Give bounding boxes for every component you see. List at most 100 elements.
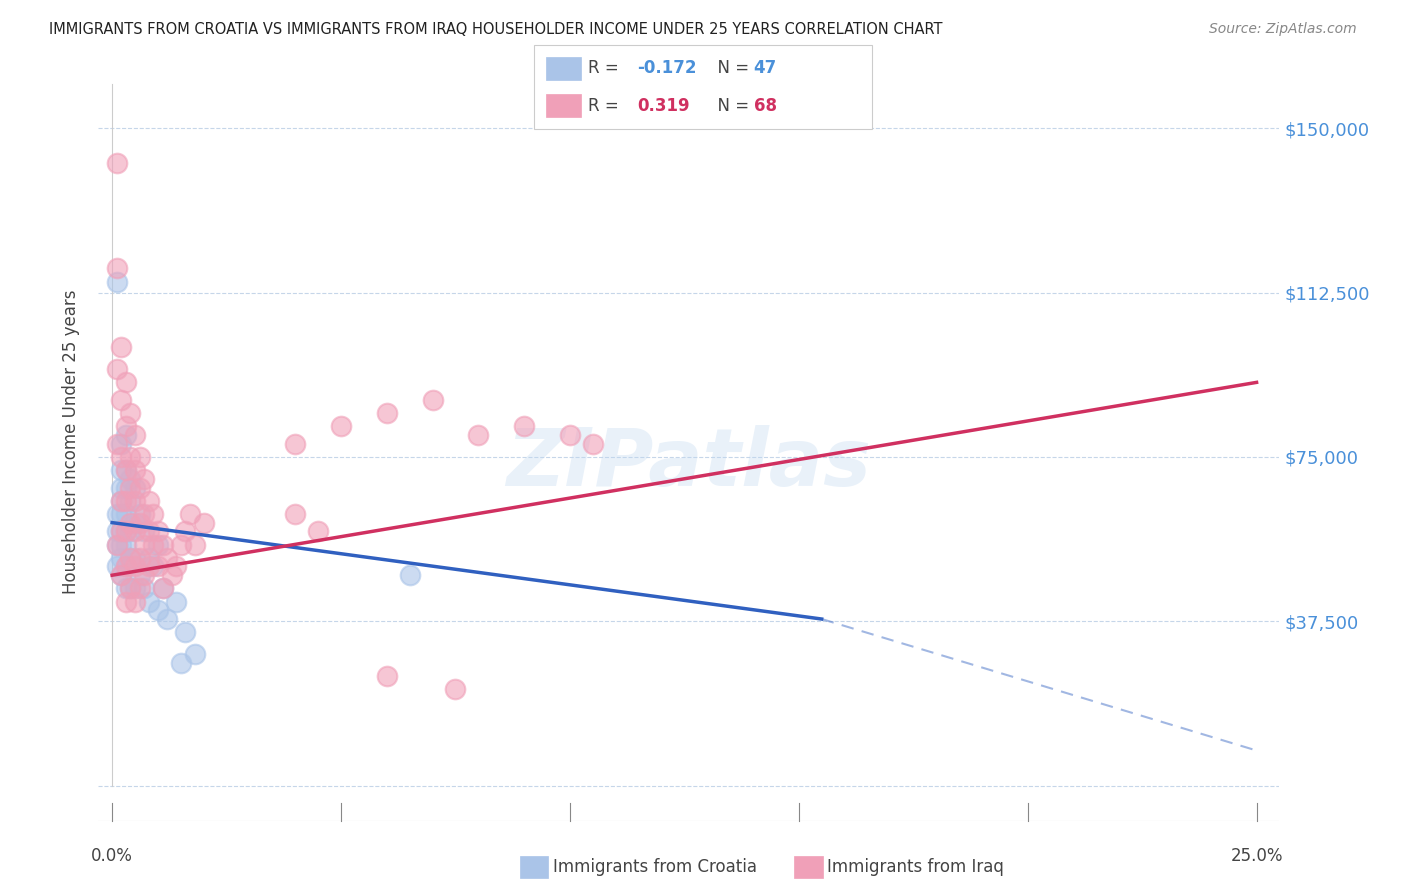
Point: [120, 481, 142, 495]
Point: [110, 507, 132, 521]
Point: [284, 436, 307, 450]
Point: [110, 568, 132, 582]
Point: [105, 261, 128, 276]
Point: [134, 507, 156, 521]
Text: Immigrants from Iraq: Immigrants from Iraq: [827, 858, 1004, 876]
Point: [115, 428, 138, 442]
Point: [183, 647, 205, 661]
Point: [105, 537, 128, 551]
Point: [152, 582, 174, 596]
Point: [105, 156, 128, 170]
Point: [105, 275, 128, 289]
Point: [513, 419, 536, 434]
Text: N =: N =: [707, 96, 755, 114]
Point: [124, 516, 146, 530]
Point: [110, 524, 132, 539]
Point: [375, 406, 398, 420]
Point: [444, 682, 467, 697]
Point: [422, 392, 444, 407]
Point: [120, 550, 142, 565]
Point: [134, 524, 156, 539]
Point: [115, 582, 138, 596]
Point: [174, 625, 197, 640]
Point: [120, 550, 142, 565]
Point: [375, 669, 398, 683]
Point: [124, 493, 146, 508]
Point: [110, 481, 132, 495]
Point: [115, 463, 138, 477]
Text: 68: 68: [754, 96, 776, 114]
Text: Immigrants from Croatia: Immigrants from Croatia: [553, 858, 756, 876]
Point: [398, 568, 420, 582]
Point: [110, 463, 132, 477]
Point: [120, 524, 142, 539]
Point: [110, 524, 132, 539]
Point: [160, 568, 183, 582]
Point: [115, 559, 138, 574]
Point: [128, 516, 150, 530]
Point: [110, 493, 132, 508]
Point: [115, 507, 138, 521]
Text: 0.319: 0.319: [637, 96, 689, 114]
Point: [124, 594, 146, 608]
Point: [120, 582, 142, 596]
Point: [105, 537, 128, 551]
Point: [115, 481, 138, 495]
Point: [138, 524, 160, 539]
Point: [115, 463, 138, 477]
Point: [124, 481, 146, 495]
Point: [124, 559, 146, 574]
Text: Source: ZipAtlas.com: Source: ZipAtlas.com: [1209, 22, 1357, 37]
Point: [156, 612, 179, 626]
Point: [120, 406, 142, 420]
Point: [120, 582, 142, 596]
Point: [183, 537, 205, 551]
Text: 0.0%: 0.0%: [91, 847, 134, 865]
Point: [110, 340, 132, 354]
Text: R =: R =: [588, 60, 624, 78]
Point: [174, 524, 197, 539]
Point: [582, 436, 605, 450]
Point: [128, 550, 150, 565]
Point: [110, 550, 132, 565]
Point: [134, 537, 156, 551]
Point: [124, 463, 146, 477]
Point: [138, 559, 160, 574]
Point: [128, 582, 150, 596]
Point: [120, 472, 142, 486]
Text: N =: N =: [707, 60, 755, 78]
Point: [124, 582, 146, 596]
Point: [330, 419, 353, 434]
Point: [105, 436, 128, 450]
Point: [134, 568, 156, 582]
Point: [110, 392, 132, 407]
Text: 47: 47: [754, 60, 778, 78]
Point: [115, 524, 138, 539]
Point: [110, 450, 132, 464]
Point: [105, 524, 128, 539]
Point: [142, 559, 165, 574]
Text: -0.172: -0.172: [637, 60, 696, 78]
Point: [138, 550, 160, 565]
Point: [193, 516, 215, 530]
Point: [170, 537, 193, 551]
Point: [128, 481, 150, 495]
Point: [134, 582, 156, 596]
Point: [128, 450, 150, 464]
Point: [152, 537, 174, 551]
Point: [146, 524, 169, 539]
Text: 25.0%: 25.0%: [1230, 847, 1282, 865]
Text: ZIPatlas: ZIPatlas: [506, 425, 872, 503]
Point: [115, 594, 138, 608]
Point: [115, 493, 138, 508]
Point: [124, 550, 146, 565]
Point: [179, 507, 201, 521]
Point: [138, 594, 160, 608]
Point: [128, 568, 150, 582]
Point: [146, 603, 169, 617]
Point: [115, 419, 138, 434]
Point: [105, 362, 128, 376]
Point: [110, 436, 132, 450]
Point: [128, 507, 150, 521]
Point: [120, 493, 142, 508]
